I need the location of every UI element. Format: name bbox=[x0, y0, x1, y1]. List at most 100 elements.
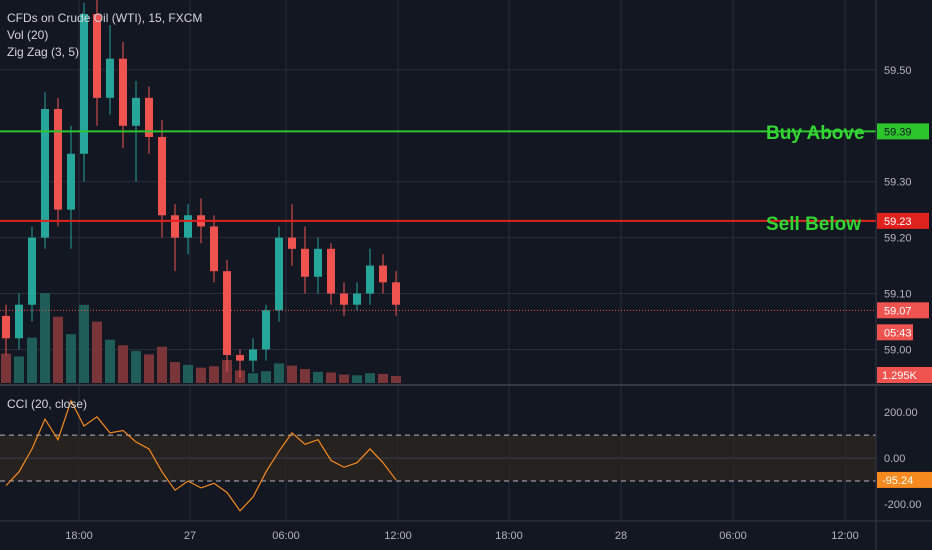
volume-tag bbox=[877, 367, 932, 383]
price-tick-label: 59.30 bbox=[884, 177, 912, 189]
candle-body[interactable] bbox=[119, 58, 127, 126]
volume-bar bbox=[196, 367, 206, 383]
volume-bar bbox=[53, 316, 63, 383]
cci-tick-label: 200.00 bbox=[884, 407, 918, 419]
candle-body[interactable] bbox=[41, 109, 49, 238]
volume-bar bbox=[157, 346, 167, 383]
candle-body[interactable] bbox=[28, 237, 36, 305]
vol-indicator-label[interactable]: Vol (20) bbox=[7, 28, 49, 42]
last-price-tag-label: 59.07 bbox=[884, 305, 912, 317]
x-tick-label: 28 bbox=[615, 530, 627, 542]
x-tick-label: 18:00 bbox=[65, 530, 93, 542]
grid bbox=[0, 0, 876, 520]
candle-body[interactable] bbox=[223, 271, 231, 356]
candle-body[interactable] bbox=[340, 293, 348, 305]
candle-body[interactable] bbox=[184, 215, 192, 238]
candle-body[interactable] bbox=[379, 265, 387, 283]
candle-body[interactable] bbox=[353, 293, 361, 305]
volume-bar bbox=[391, 376, 401, 383]
candle-body[interactable] bbox=[145, 97, 153, 137]
x-tick-label: 12:00 bbox=[384, 530, 412, 542]
price-levels bbox=[0, 130, 876, 311]
candle-body[interactable] bbox=[301, 248, 309, 277]
candle-body[interactable] bbox=[392, 282, 400, 305]
volume-bar bbox=[287, 365, 297, 383]
volume-bar bbox=[27, 337, 37, 383]
candle-body[interactable] bbox=[93, 13, 101, 98]
cci-value-tag bbox=[877, 471, 932, 488]
candle-body[interactable] bbox=[54, 109, 62, 210]
x-tick-label: 06:00 bbox=[719, 530, 747, 542]
volume-bar bbox=[248, 373, 258, 383]
volume-bar bbox=[14, 356, 24, 383]
last-price-tag bbox=[877, 302, 929, 319]
volume-bar bbox=[352, 375, 362, 383]
volume-tag-label: 1.295K bbox=[882, 370, 918, 382]
x-tick-label: 06:00 bbox=[272, 530, 300, 542]
volume-bar bbox=[118, 345, 128, 383]
axis-tags: 59.39 59.23 59.07 05:43 1.295K -95.24 bbox=[877, 123, 932, 488]
candle-body[interactable] bbox=[366, 265, 374, 294]
buy-price-tag-label: 59.39 bbox=[884, 126, 912, 138]
volume-bar bbox=[261, 371, 271, 383]
candle-body[interactable] bbox=[67, 153, 75, 210]
bar-countdown-label: 05:43 bbox=[884, 327, 912, 339]
candle-body[interactable] bbox=[327, 248, 335, 294]
volume-bars bbox=[1, 293, 401, 383]
cci-indicator-label[interactable]: CCI (20, close) bbox=[7, 397, 88, 411]
buy-above-annotation: Buy Above bbox=[766, 123, 865, 144]
zigzag-indicator-label[interactable]: Zig Zag (3, 5) bbox=[7, 45, 80, 59]
candle-body[interactable] bbox=[249, 349, 257, 361]
bar-countdown-tag bbox=[877, 324, 913, 341]
price-tick-label: 59.20 bbox=[884, 233, 912, 245]
buy-price-tag bbox=[877, 123, 929, 140]
volume-bar bbox=[313, 371, 323, 383]
volume-bar bbox=[105, 339, 115, 383]
cci-tick-label: -200.00 bbox=[884, 499, 921, 511]
candle-body[interactable] bbox=[15, 304, 23, 339]
cci-tick-label: 0.00 bbox=[884, 453, 905, 465]
candlestick-series[interactable] bbox=[2, 0, 400, 378]
volume-bar bbox=[144, 354, 154, 383]
cci-band bbox=[0, 434, 876, 482]
volume-bar bbox=[92, 321, 102, 383]
sell-price-tag-label: 59.23 bbox=[884, 216, 912, 228]
candle-body[interactable] bbox=[106, 58, 114, 98]
candle-body[interactable] bbox=[171, 215, 179, 238]
candle-body[interactable] bbox=[275, 237, 283, 311]
candle-body[interactable] bbox=[236, 355, 244, 361]
sell-below-annotation: Sell Below bbox=[766, 214, 861, 235]
x-tick-label: 27 bbox=[184, 530, 196, 542]
volume-bar bbox=[365, 373, 375, 383]
candle-body[interactable] bbox=[132, 97, 140, 126]
volume-bar bbox=[274, 363, 284, 383]
candle-body[interactable] bbox=[210, 226, 218, 272]
volume-bar bbox=[326, 372, 336, 383]
candle-body[interactable] bbox=[314, 248, 322, 277]
price-tick-label: 59.10 bbox=[884, 289, 912, 301]
volume-bar bbox=[66, 334, 76, 383]
candle-body[interactable] bbox=[262, 310, 270, 350]
x-tick-label: 18:00 bbox=[495, 530, 523, 542]
volume-bar bbox=[40, 293, 50, 383]
volume-bar bbox=[209, 366, 219, 383]
cci-line[interactable] bbox=[5, 399, 397, 512]
cci-value-tag-label: -95.24 bbox=[882, 475, 913, 487]
price-tick-label: 59.00 bbox=[884, 344, 912, 356]
volume-bar bbox=[79, 304, 89, 383]
price-tick-label: 59.50 bbox=[884, 65, 912, 77]
candle-body[interactable] bbox=[80, 13, 88, 154]
volume-bar bbox=[1, 353, 11, 383]
candle-body[interactable] bbox=[288, 237, 296, 249]
volume-bar bbox=[170, 362, 180, 383]
x-tick-label: 12:00 bbox=[831, 530, 859, 542]
volume-bar bbox=[300, 369, 310, 383]
sell-price-tag bbox=[877, 212, 929, 229]
symbol-title[interactable]: CFDs on Crude Oil (WTI), 15, FXCM bbox=[7, 11, 203, 25]
candle-body[interactable] bbox=[158, 136, 166, 216]
cci-series[interactable] bbox=[5, 399, 397, 512]
candle-body[interactable] bbox=[2, 315, 10, 339]
volume-bar bbox=[131, 350, 141, 383]
